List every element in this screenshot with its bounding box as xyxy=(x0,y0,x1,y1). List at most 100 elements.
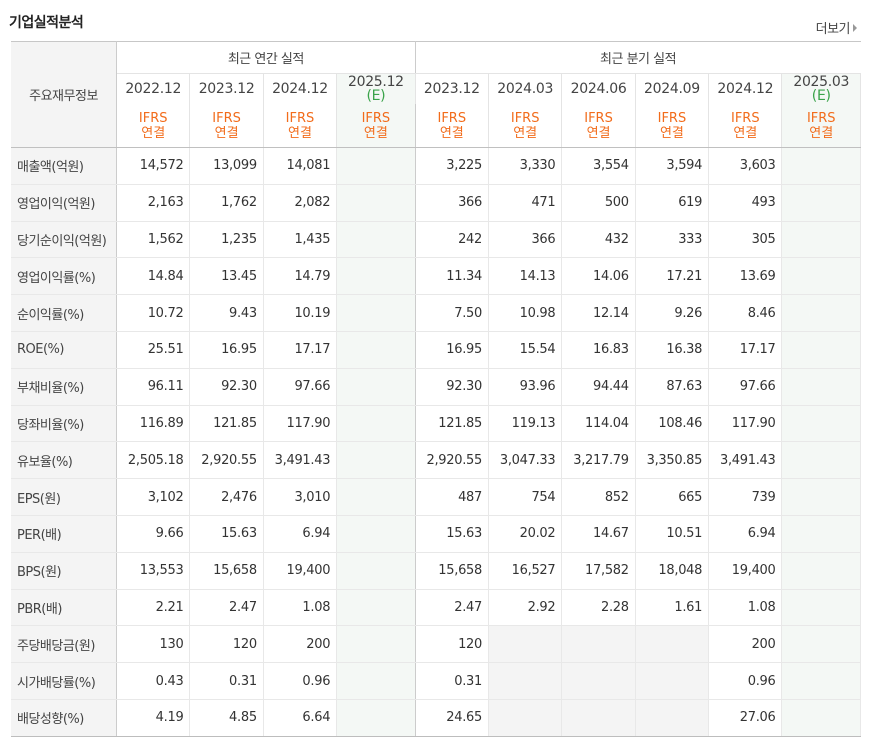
annual-value-cell xyxy=(336,367,416,406)
table-row: 당좌비율(%) 116.89 121.85 117.90 121.85 119.13 114… xyxy=(11,405,861,443)
quarter-value-cell: 333 xyxy=(635,221,710,259)
quarter-value-cell: 3,225 xyxy=(415,147,489,185)
ifrs-label: IFRS xyxy=(730,110,760,126)
quarter-value-cell: 19,400 xyxy=(708,552,783,590)
annual-value-cell: 10.72 xyxy=(116,294,191,332)
quarter-value-cell xyxy=(781,478,861,516)
quarter-group-header: 최근 분기 실적 xyxy=(415,41,861,74)
more-link[interactable]: 더보기 xyxy=(816,18,857,37)
quarter-value-cell: 0.31 xyxy=(415,662,489,700)
row-label: 영업이익률(%) xyxy=(11,257,118,296)
quarter-value-cell: 15.54 xyxy=(488,331,563,369)
quarter-value-cell: 108.46 xyxy=(635,405,710,443)
annual-value-cell: 121.85 xyxy=(189,405,264,443)
quarter-value-cell xyxy=(781,221,861,259)
quarter-value-cell: 665 xyxy=(635,478,710,516)
quarter-value-cell: 1.08 xyxy=(708,589,783,627)
row-label: PBR(배) xyxy=(11,589,118,627)
quarter-value-cell: 242 xyxy=(415,221,489,259)
annual-value-cell: 17.17 xyxy=(263,331,338,369)
annual-value-cell xyxy=(336,147,416,185)
row-label: EPS(원) xyxy=(11,478,118,516)
annual-value-cell: 3,010 xyxy=(263,478,338,516)
table-row: ROE(%) 25.51 16.95 17.17 16.95 15.54 16.83 16.3… xyxy=(11,331,861,369)
quarter-value-cell: 8.46 xyxy=(708,294,783,332)
quarter-value-cell: 12.14 xyxy=(561,294,636,332)
annual-value-cell: 25.51 xyxy=(116,331,191,369)
row-label: 유보율(%) xyxy=(11,441,118,480)
quarter-value-cell xyxy=(488,625,563,664)
ifrs-label: IFRS xyxy=(361,110,391,126)
quarter-value-cell: 493 xyxy=(708,184,783,222)
annual-value-cell: 2.47 xyxy=(189,589,264,627)
row-label: BPS(원) xyxy=(11,552,118,590)
quarter-value-cell: 3,603 xyxy=(708,147,783,185)
quarter-value-cell: 16.83 xyxy=(561,331,636,369)
quarter-value-cell xyxy=(781,699,861,737)
period-label: 2024.12 xyxy=(717,81,774,97)
annual-value-cell: 1,762 xyxy=(189,184,264,222)
period-header: 2023.12 xyxy=(415,73,489,104)
annual-value-cell xyxy=(336,294,416,332)
quarter-value-cell xyxy=(781,147,861,185)
period-header: 2024.03 xyxy=(488,73,563,104)
quarter-value-cell: 92.30 xyxy=(415,367,489,406)
quarter-value-cell xyxy=(635,625,710,664)
quarter-value-cell: 3,491.43 xyxy=(708,441,783,480)
accounting-standard: IFRS 연결 xyxy=(635,104,710,148)
period-header: 2024.12 xyxy=(263,73,338,104)
period-label: 2025.12 xyxy=(347,74,404,90)
quarter-value-cell: 17.21 xyxy=(635,257,710,296)
consolidated-label: 연결 xyxy=(288,125,312,141)
quarter-value-cell xyxy=(781,405,861,443)
quarter-value-cell: 10.51 xyxy=(635,515,710,553)
quarter-value-cell xyxy=(781,625,861,664)
annual-value-cell: 13,553 xyxy=(116,552,191,590)
annual-value-cell: 14.84 xyxy=(116,257,191,296)
annual-value-cell: 0.96 xyxy=(263,662,338,700)
quarter-value-cell: 94.44 xyxy=(561,367,636,406)
quarter-value-cell: 6.94 xyxy=(708,515,783,553)
annual-value-cell: 4.85 xyxy=(189,699,264,737)
table-row: 매출액(억원) 14,572 13,099 14,081 3,225 3,330 3,554… xyxy=(11,147,861,185)
quarter-value-cell xyxy=(781,515,861,553)
consolidated-label: 연결 xyxy=(733,125,758,141)
annual-value-cell: 0.43 xyxy=(116,662,191,700)
annual-value-cell: 2.21 xyxy=(116,589,191,627)
consolidated-label: 연결 xyxy=(214,125,239,141)
quarter-value-cell: 93.96 xyxy=(488,367,563,406)
accounting-standard: IFRS 연결 xyxy=(263,104,338,148)
annual-value-cell: 200 xyxy=(263,625,338,664)
quarter-value-cell: 3,554 xyxy=(561,147,636,185)
quarter-value-cell: 13.69 xyxy=(708,257,783,296)
quarter-value-cell: 2.47 xyxy=(415,589,489,627)
table-row: BPS(원) 13,553 15,658 19,400 15,658 16,527 17,5… xyxy=(11,552,861,590)
quarter-value-cell: 120 xyxy=(415,625,489,664)
period-label: 2024.03 xyxy=(497,81,554,97)
annual-value-cell xyxy=(336,331,416,369)
ifrs-label: IFRS xyxy=(437,110,467,126)
quarter-value-cell xyxy=(488,699,563,737)
annual-value-cell: 15.63 xyxy=(189,515,264,553)
quarter-value-cell: 27.06 xyxy=(708,699,783,737)
annual-value-cell: 10.19 xyxy=(263,294,338,332)
annual-value-cell: 97.66 xyxy=(263,367,338,406)
consolidated-label: 연결 xyxy=(513,125,538,141)
quarter-value-cell: 14.06 xyxy=(561,257,636,296)
period-label: 2023.12 xyxy=(198,81,255,97)
accounting-standard: IFRS 연결 xyxy=(189,104,264,148)
quarter-value-cell: 20.02 xyxy=(488,515,563,553)
ifrs-label: IFRS xyxy=(584,110,613,126)
table-row: 부채비율(%) 96.11 92.30 97.66 92.30 93.96 94.44 87.… xyxy=(11,367,861,406)
quarter-value-cell: 11.34 xyxy=(415,257,489,296)
quarter-value-cell xyxy=(781,331,861,369)
quarter-value-cell: 3,594 xyxy=(635,147,710,185)
annual-value-cell: 14.79 xyxy=(263,257,338,296)
ifrs-label: IFRS xyxy=(806,110,836,126)
quarter-value-cell xyxy=(488,662,563,700)
annual-value-cell: 116.89 xyxy=(116,405,191,443)
consolidated-label: 연결 xyxy=(363,125,388,141)
quarter-value-cell: 0.96 xyxy=(708,662,783,700)
quarter-value-cell xyxy=(635,699,710,737)
quarter-value-cell: 1.61 xyxy=(635,589,710,627)
